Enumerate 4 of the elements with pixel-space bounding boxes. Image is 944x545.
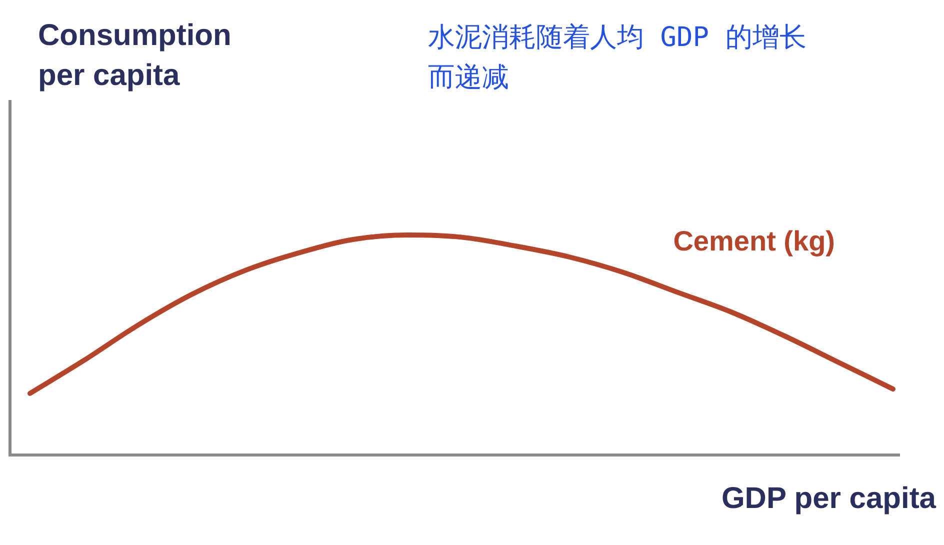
x-axis-title: GDP per capita	[721, 482, 936, 516]
y-axis-title: Consumption per capita	[38, 18, 232, 94]
series-label: Cement (kg)	[673, 226, 835, 257]
chart-title: 水泥消耗随着人均 GDP 的增长而递减	[428, 21, 808, 95]
